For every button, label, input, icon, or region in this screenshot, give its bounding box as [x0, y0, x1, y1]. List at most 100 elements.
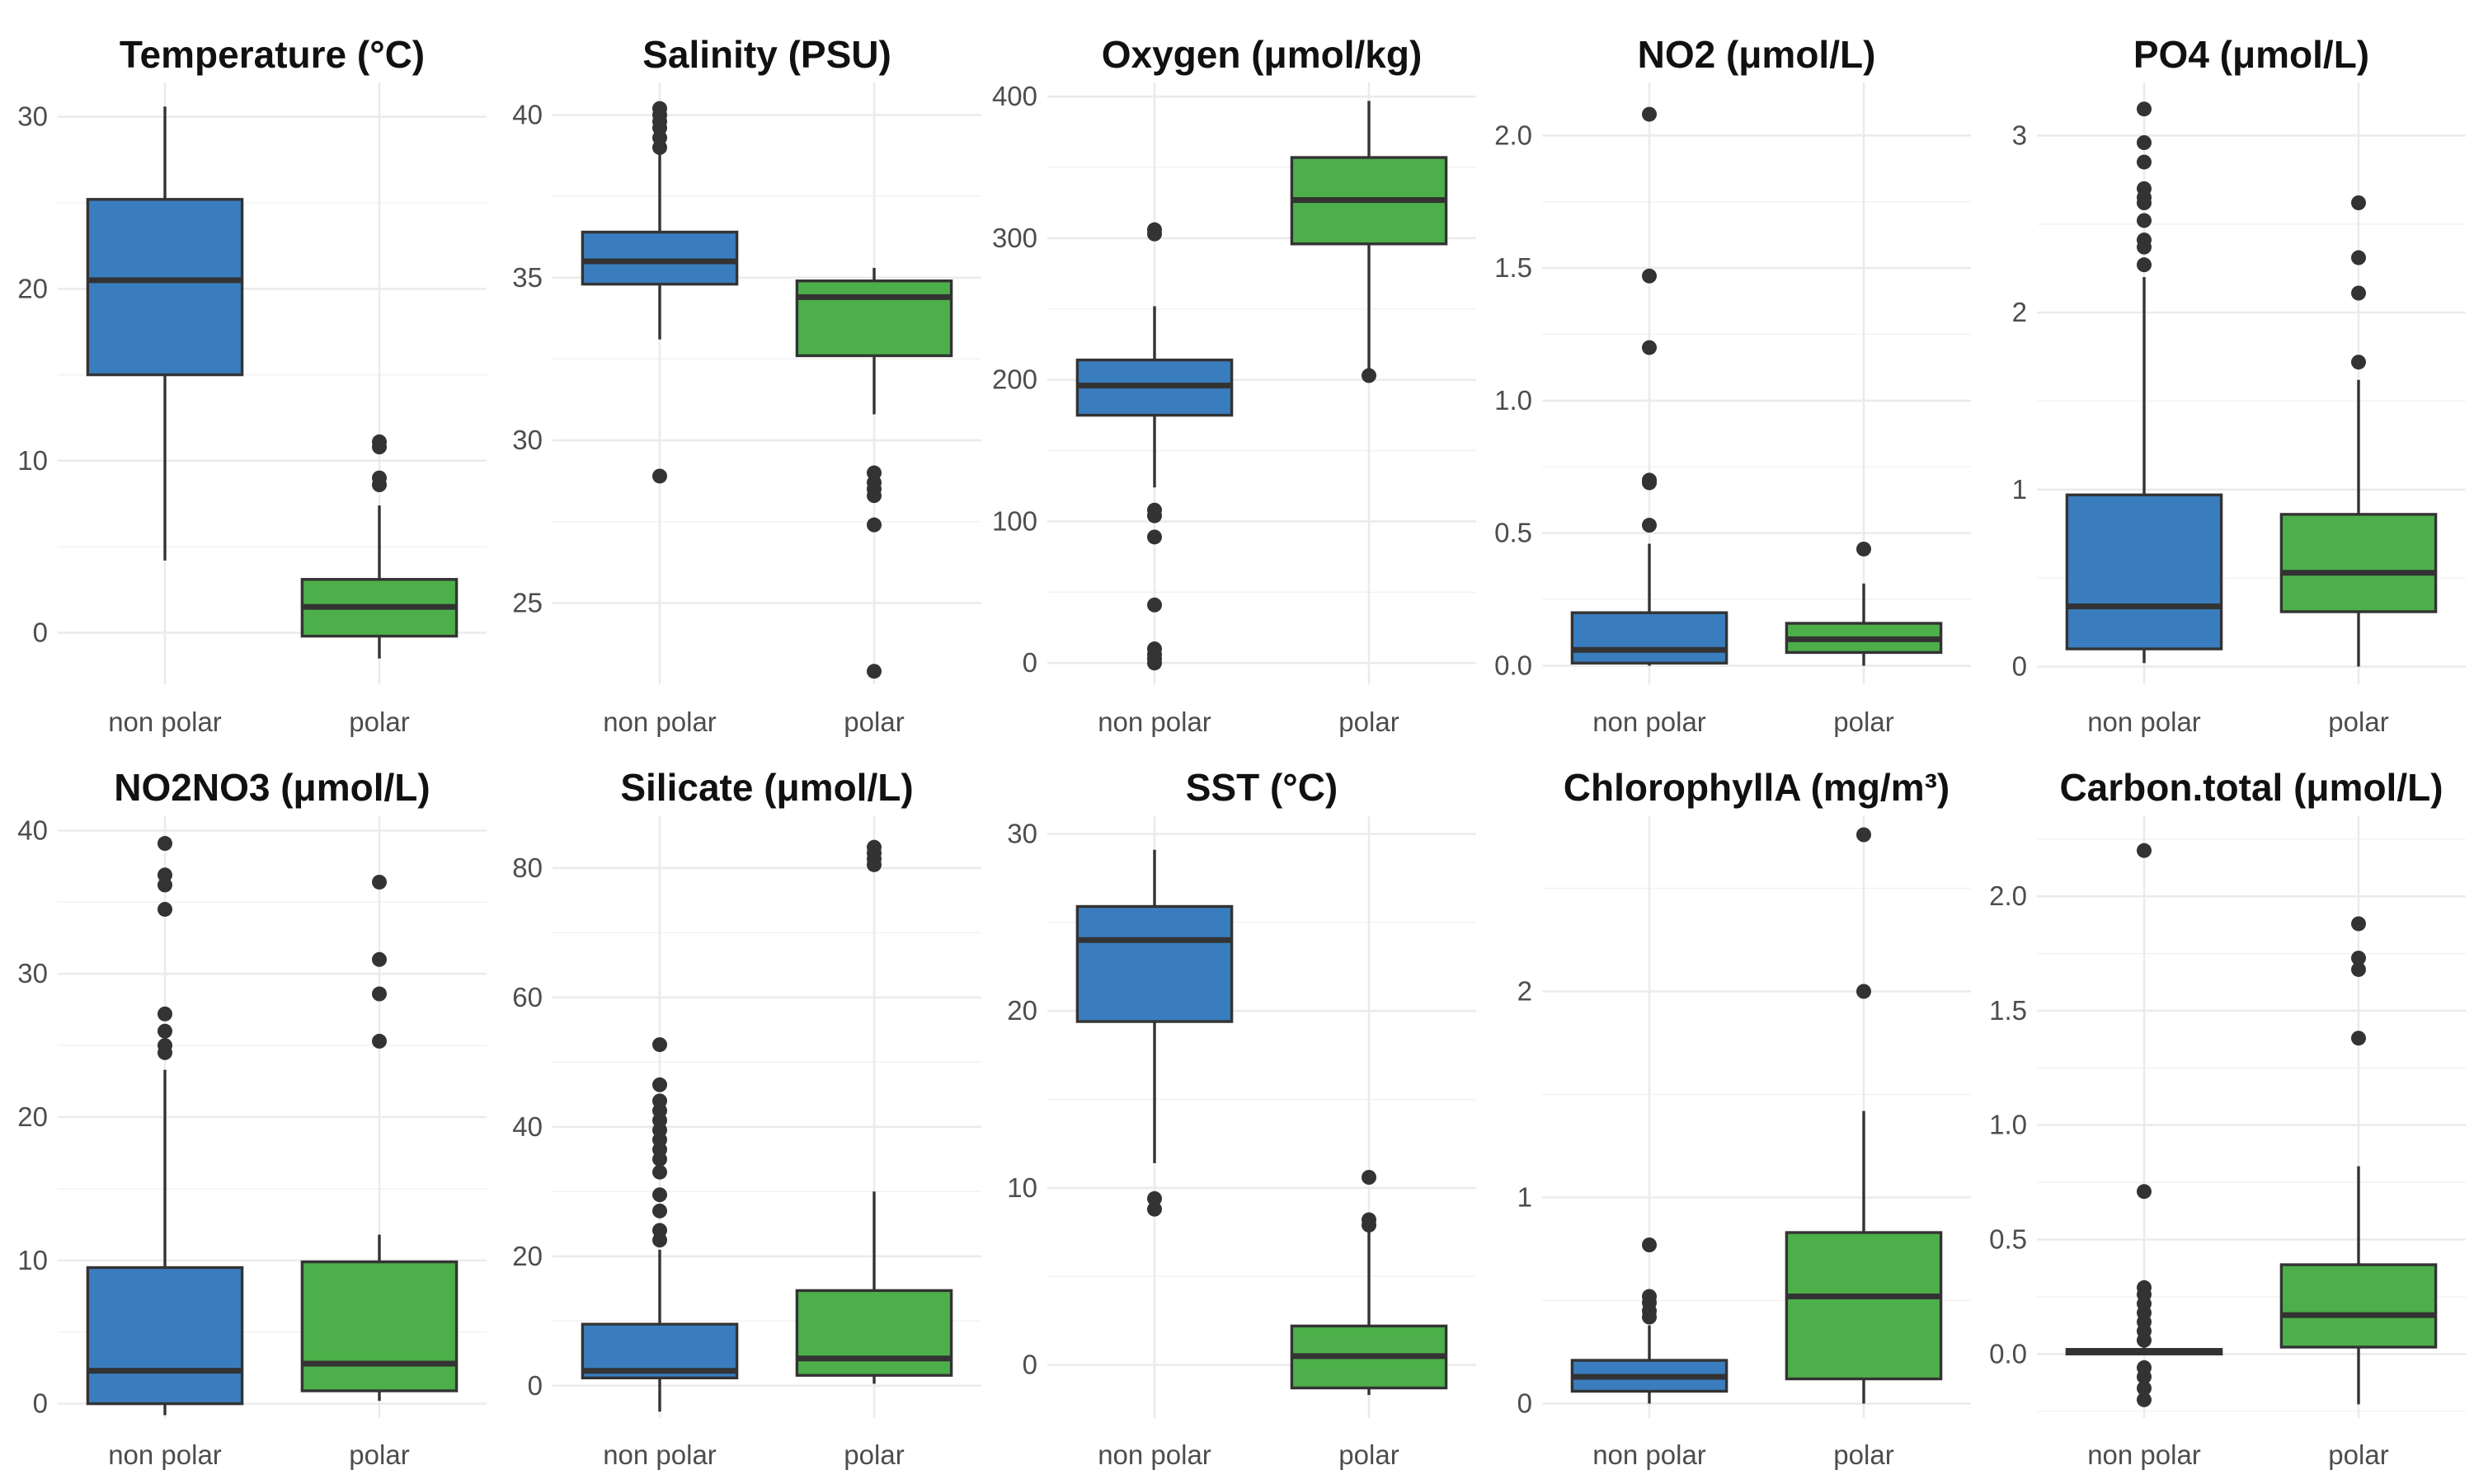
- box-iqr: [1570, 611, 1729, 665]
- outlier-point: [2137, 154, 2152, 170]
- panel-4: 0.0 0.5 1.0 1.5 2.0 NO2 (μmol/L) non polar pola…: [1494, 33, 1971, 737]
- panel-title: Oxygen (μmol/kg): [1102, 33, 1423, 76]
- box-iqr: [2279, 1263, 2438, 1349]
- outlier-point: [372, 1033, 387, 1049]
- outlier-point: [1147, 641, 1162, 657]
- outlier-point: [652, 468, 667, 484]
- box-polar: [795, 839, 953, 1384]
- box-iqr: [795, 1289, 953, 1377]
- y-tick-label: 1.0: [1494, 385, 1532, 416]
- panel-10: 0.0 0.5 1.0 1.5 2.0 Carbon.total (μmol/L) non …: [1989, 766, 2466, 1470]
- box-polar: [1290, 101, 1448, 383]
- x-tick-label: polar: [844, 1439, 904, 1470]
- y-tick-label: 2.0: [1989, 881, 2027, 911]
- outlier-point: [2351, 951, 2366, 966]
- y-tick-label: 0: [1517, 1388, 1532, 1419]
- outlier-point: [2137, 213, 2152, 228]
- outlier-point: [2137, 101, 2152, 117]
- box-polar: [1785, 827, 1943, 1404]
- box-non-polar: [1570, 106, 1729, 666]
- y-tick-label: 10: [17, 1245, 48, 1275]
- y-tick-label: 20: [17, 1101, 48, 1132]
- outlier-point: [1147, 1201, 1162, 1217]
- box-iqr: [2065, 493, 2223, 650]
- panel-7: 0 20 40 60 80 Silicate (μmol/L) non polar polar: [512, 766, 981, 1470]
- outlier-point: [652, 1223, 667, 1238]
- outlier-point: [2351, 285, 2366, 301]
- panel-title: Silicate (μmol/L): [620, 766, 913, 809]
- y-tick-label: 60: [512, 982, 543, 1012]
- outlier-point: [158, 867, 172, 883]
- x-tick-label: polar: [1833, 1439, 1893, 1470]
- outlier-point: [158, 1023, 172, 1039]
- y-tick-label: 1.0: [1989, 1110, 2027, 1140]
- panel-title: Salinity (PSU): [642, 33, 891, 76]
- y-tick-label: 300: [992, 223, 1037, 253]
- outlier-point: [2351, 250, 2366, 265]
- y-tick-label: 0: [528, 1370, 543, 1401]
- y-tick-label: 0.5: [1989, 1223, 2027, 1254]
- y-tick-label: 2: [1517, 976, 1532, 1007]
- y-tick-label: 0.5: [1494, 518, 1532, 548]
- y-tick-label: 0: [1023, 1350, 1037, 1380]
- box-non-polar: [1075, 222, 1234, 671]
- outlier-point: [1642, 268, 1657, 284]
- outlier-point: [1642, 1289, 1657, 1304]
- x-tick-label: non polar: [1098, 707, 1211, 737]
- outlier-point: [1147, 222, 1162, 237]
- y-tick-label: 200: [992, 364, 1037, 395]
- panel-9: 0 1 2 ChlorophyllA (mg/m³) non polar polar: [1517, 766, 1971, 1470]
- x-tick-label: polar: [2328, 707, 2388, 737]
- outlier-point: [372, 986, 387, 1002]
- panel-title: NO2 (μmol/L): [1638, 33, 1876, 76]
- outlier-point: [652, 1093, 667, 1109]
- panel-6: 0 10 20 30 40 NO2NO3 (μmol/L) non polar polar: [17, 766, 487, 1470]
- box-iqr: [1075, 904, 1234, 1023]
- outlier-point: [867, 664, 882, 679]
- box-non-polar: [86, 106, 244, 561]
- x-tick-label: polar: [1833, 707, 1893, 737]
- outlier-point: [1642, 340, 1657, 355]
- outlier-point: [652, 1077, 667, 1092]
- panel-3: 0 100 200 300 400 Oxygen (μmol/kg) non polar po…: [992, 33, 1476, 737]
- box-non-polar: [1075, 849, 1234, 1217]
- outlier-point: [158, 901, 172, 917]
- panel-title: NO2NO3 (μmol/L): [114, 766, 430, 809]
- box-polar: [300, 434, 459, 659]
- panel-title: Carbon.total (μmol/L): [2059, 766, 2443, 809]
- y-tick-label: 20: [512, 1241, 543, 1271]
- outlier-point: [2137, 135, 2152, 150]
- outlier-point: [2137, 1280, 2152, 1295]
- y-tick-label: 40: [512, 1111, 543, 1142]
- outlier-point: [2137, 1184, 2152, 1200]
- x-tick-label: polar: [844, 707, 904, 737]
- outlier-point: [1362, 1170, 1376, 1185]
- y-tick-label: 10: [1007, 1172, 1037, 1203]
- box-polar: [300, 874, 459, 1402]
- x-tick-label: non polar: [108, 707, 222, 737]
- outlier-point: [372, 874, 387, 890]
- y-tick-label: 30: [17, 101, 48, 132]
- y-tick-label: 20: [17, 273, 48, 303]
- outlier-point: [1642, 472, 1657, 488]
- box-non-polar: [1570, 1237, 1729, 1404]
- outlier-point: [2137, 257, 2152, 273]
- box-non-polar: [581, 101, 739, 484]
- outlier-point: [652, 1187, 667, 1203]
- outlier-point: [1147, 1190, 1162, 1206]
- outlier-point: [2137, 1360, 2152, 1375]
- y-tick-label: 80: [512, 852, 543, 883]
- outlier-point: [1147, 597, 1162, 613]
- outlier-point: [1147, 529, 1162, 545]
- x-tick-label: non polar: [108, 1439, 222, 1470]
- y-tick-label: 30: [1007, 818, 1037, 848]
- x-tick-label: polar: [1338, 1439, 1399, 1470]
- outlier-point: [2351, 195, 2366, 210]
- y-tick-label: 20: [1007, 995, 1037, 1026]
- box-polar: [795, 267, 953, 679]
- box-polar: [2279, 195, 2438, 667]
- y-tick-label: 3: [2012, 120, 2027, 150]
- outlier-point: [1856, 827, 1871, 843]
- outlier-point: [652, 101, 667, 116]
- outlier-point: [652, 1164, 667, 1180]
